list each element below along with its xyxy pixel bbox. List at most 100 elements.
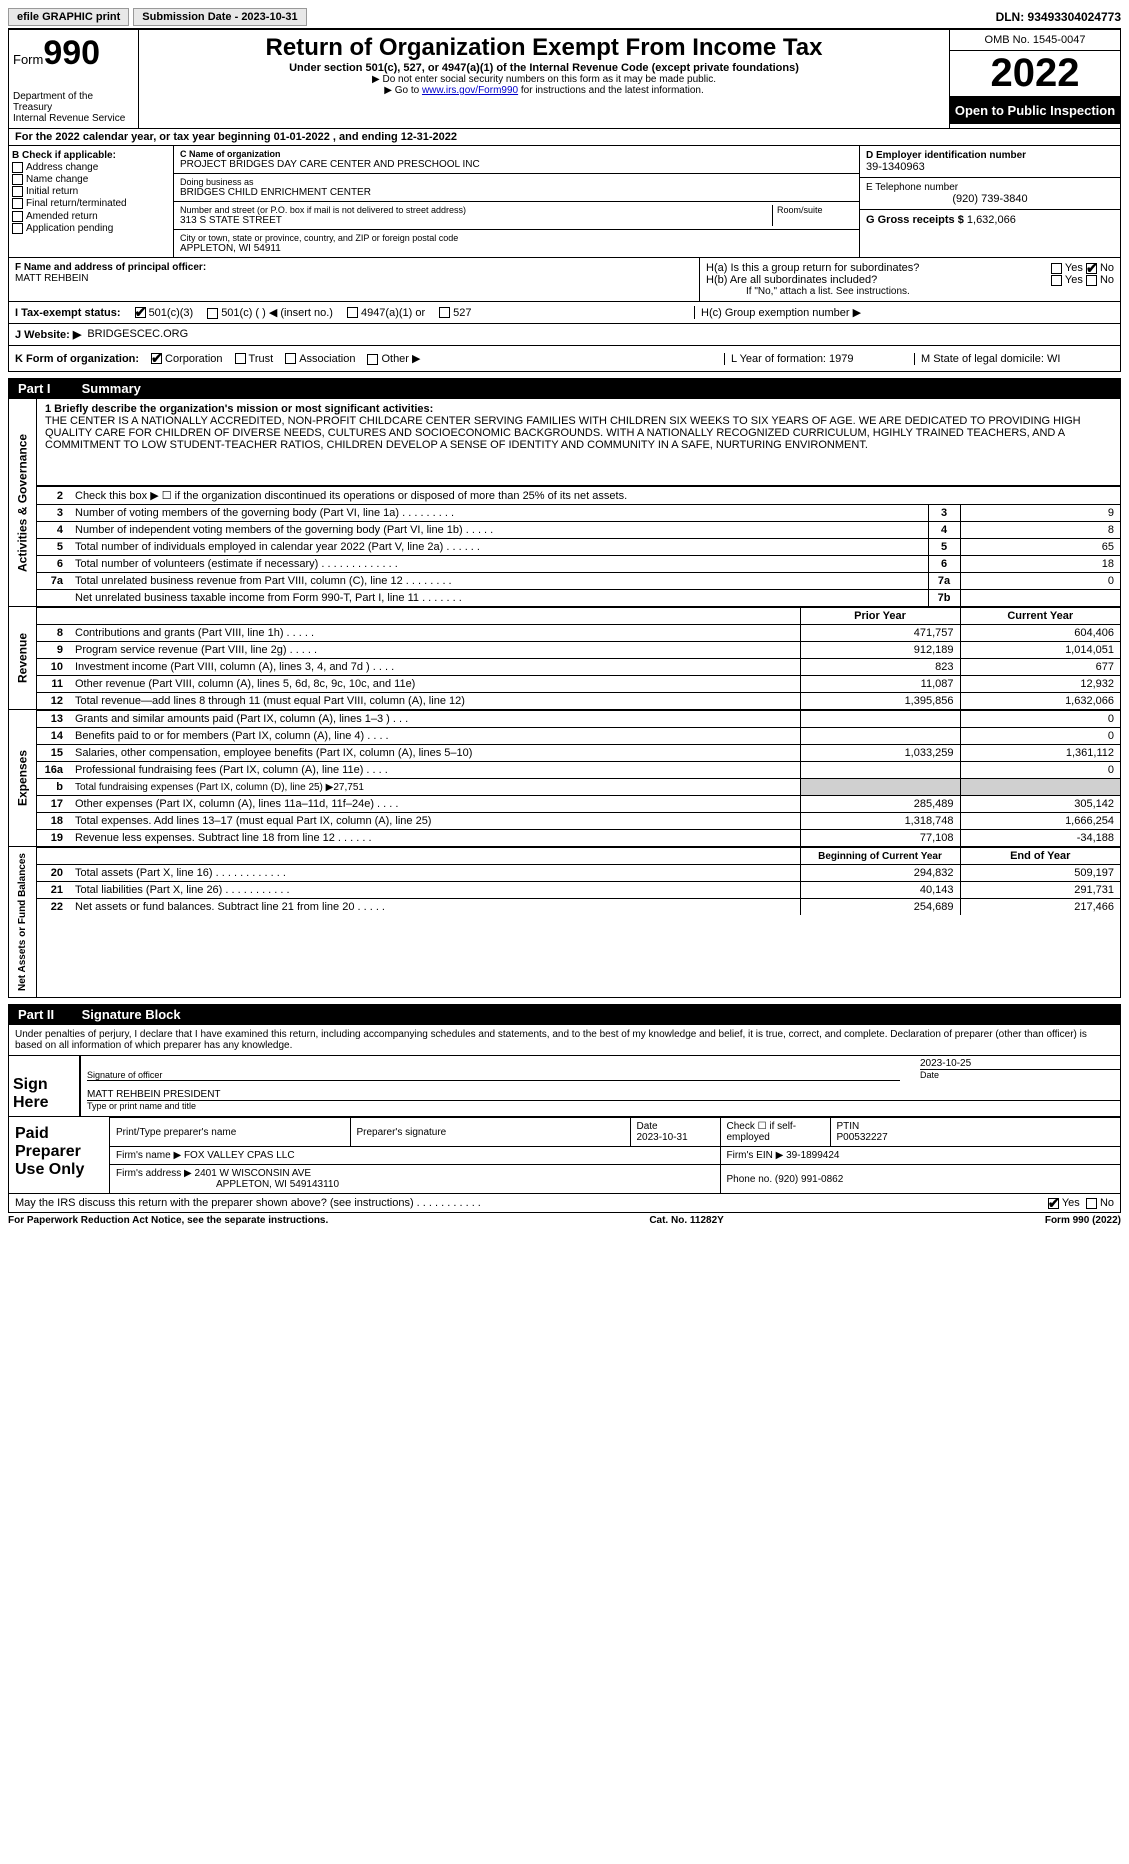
irs-link[interactable]: www.irs.gov/Form990 <box>422 85 518 96</box>
signature-declaration: Under penalties of perjury, I declare th… <box>8 1025 1121 1056</box>
val-6: 18 <box>960 556 1120 573</box>
cb-application-pending[interactable]: Application pending <box>12 223 170 234</box>
cat-number: Cat. No. 11282Y <box>649 1215 723 1226</box>
cb-trust[interactable]: Trust <box>235 353 274 365</box>
activities-governance-section: Activities & Governance 1 Briefly descri… <box>8 399 1121 607</box>
val-4: 8 <box>960 522 1120 539</box>
line-13: Grants and similar amounts paid (Part IX… <box>69 711 800 728</box>
preparer-use-only-label: Paid Preparer Use Only <box>9 1117 109 1193</box>
cb-4947[interactable]: 4947(a)(1) or <box>347 307 425 319</box>
side-label-net-assets: Net Assets or Fund Balances <box>9 847 37 997</box>
line-8: Contributions and grants (Part VIII, lin… <box>69 625 800 642</box>
hdr-prior-year: Prior Year <box>800 608 960 625</box>
cb-other[interactable]: Other ▶ <box>367 352 420 365</box>
form-subtitle: Under section 501(c), 527, or 4947(a)(1)… <box>143 62 945 74</box>
section-a-tax-year: For the 2022 calendar year, or tax year … <box>8 129 1121 146</box>
street-address: 313 S STATE STREET <box>180 215 768 226</box>
efile-button[interactable]: efile GRAPHIC print <box>8 8 129 26</box>
sig-date-label: Date <box>920 1069 1120 1080</box>
type-name-label: Type or print name and title <box>87 1100 1120 1111</box>
hdr-begin-year: Beginning of Current Year <box>800 848 960 865</box>
line-20: Total assets (Part X, line 16) . . . . .… <box>69 865 800 882</box>
line-22: Net assets or fund balances. Subtract li… <box>69 899 800 916</box>
dln-text: DLN: 93493304024773 <box>996 10 1121 24</box>
officer-name: MATT REHBEIN <box>15 273 693 284</box>
firm-phone: (920) 991-0862 <box>775 1174 843 1185</box>
l-year-formation: L Year of formation: 1979 <box>724 353 904 365</box>
room-suite-label: Room/suite <box>773 205 853 226</box>
note-ssn: ▶ Do not enter social security numbers o… <box>143 74 945 85</box>
section-b-label: B Check if applicable: <box>12 150 170 161</box>
hdr-current-year: Current Year <box>960 608 1120 625</box>
h-b-note: If "No," attach a list. See instructions… <box>706 286 1114 297</box>
d-ein-label: D Employer identification number <box>866 150 1114 161</box>
omb-number: OMB No. 1545-0047 <box>950 30 1120 51</box>
h-b-subordinates: H(b) Are all subordinates included? Yes … <box>706 274 1114 286</box>
cb-address-change[interactable]: Address change <box>12 162 170 173</box>
cb-amended-return[interactable]: Amended return <box>12 211 170 222</box>
cb-501c3[interactable]: 501(c)(3) <box>135 307 194 319</box>
side-label-governance: Activities & Governance <box>9 399 37 606</box>
prep-name-label: Print/Type preparer's name <box>110 1118 350 1147</box>
tax-year: 2022 <box>950 51 1120 97</box>
j-website-label: J Website: ▶ <box>15 328 81 341</box>
line-6: Total number of volunteers (estimate if … <box>69 556 928 573</box>
part-2-header: Part II Signature Block <box>8 1004 1121 1025</box>
officer-group-block: F Name and address of principal officer:… <box>8 258 1121 302</box>
line-14: Benefits paid to or for members (Part IX… <box>69 728 800 745</box>
gross-receipts-value: 1,632,066 <box>967 214 1016 226</box>
val-3: 9 <box>960 505 1120 522</box>
ein-value: 39-1340963 <box>866 161 1114 173</box>
m-state-domicile: M State of legal domicile: WI <box>914 353 1114 365</box>
line-5: Total number of individuals employed in … <box>69 539 928 556</box>
h-c-group-exemption: H(c) Group exemption number ▶ <box>694 306 1114 319</box>
form-header: Form990 Department of the Treasury Inter… <box>8 30 1121 129</box>
line-9: Program service revenue (Part VIII, line… <box>69 642 800 659</box>
line-19: Revenue less expenses. Subtract line 18 … <box>69 830 800 847</box>
sig-date-value: 2023-10-25 <box>920 1058 1120 1069</box>
line-7a: Total unrelated business revenue from Pa… <box>69 573 928 590</box>
val-7b <box>960 590 1120 607</box>
preparer-block: Paid Preparer Use Only Print/Type prepar… <box>8 1117 1121 1194</box>
may-irs-discuss: May the IRS discuss this return with the… <box>8 1194 1121 1213</box>
org-name: PROJECT BRIDGES DAY CARE CENTER AND PRES… <box>180 159 853 170</box>
h-a-group-return: H(a) Is this a group return for subordin… <box>706 262 1114 274</box>
line-21: Total liabilities (Part X, line 26) . . … <box>69 882 800 899</box>
line-4: Number of independent voting members of … <box>69 522 928 539</box>
part-1-header: Part I Summary <box>8 378 1121 399</box>
side-label-revenue: Revenue <box>9 607 37 709</box>
val-7a: 0 <box>960 573 1120 590</box>
cb-527[interactable]: 527 <box>439 307 471 319</box>
officer-name-title: MATT REHBEIN PRESIDENT <box>87 1089 1120 1100</box>
cb-initial-return[interactable]: Initial return <box>12 186 170 197</box>
form-page-ref: Form 990 (2022) <box>1045 1215 1121 1226</box>
line-2: Check this box ▶ ☐ if the organization d… <box>69 487 1120 505</box>
firm-name: FOX VALLEY CPAS LLC <box>184 1150 295 1161</box>
i-tax-exempt-label: I Tax-exempt status: <box>15 307 121 319</box>
cb-corporation[interactable]: Corporation <box>151 353 222 365</box>
dba-label: Doing business as <box>180 177 853 187</box>
street-label: Number and street (or P.O. box if mail i… <box>180 205 768 215</box>
line-10: Investment income (Part VIII, column (A)… <box>69 659 800 676</box>
e-phone-label: E Telephone number <box>866 182 1114 193</box>
cb-final-return[interactable]: Final return/terminated <box>12 198 170 209</box>
prep-self-employed: Check ☐ if self-employed <box>720 1118 830 1147</box>
k-form-org-label: K Form of organization: <box>15 353 139 365</box>
hdr-end-year: End of Year <box>960 848 1120 865</box>
line-18: Total expenses. Add lines 13–17 (must eq… <box>69 813 800 830</box>
net-assets-section: Net Assets or Fund Balances Beginning of… <box>8 847 1121 998</box>
cb-name-change[interactable]: Name change <box>12 174 170 185</box>
f-officer-label: F Name and address of principal officer: <box>15 262 693 273</box>
firm-address-2: APPLETON, WI 549143110 <box>216 1179 339 1190</box>
cb-501c[interactable]: 501(c) ( ) ◀ (insert no.) <box>207 306 333 319</box>
side-label-expenses: Expenses <box>9 710 37 846</box>
line-16b: Total fundraising expenses (Part IX, col… <box>69 779 800 796</box>
line-17: Other expenses (Part IX, column (A), lin… <box>69 796 800 813</box>
cb-association[interactable]: Association <box>285 353 355 365</box>
line-12: Total revenue—add lines 8 through 11 (mu… <box>69 693 800 710</box>
line-15: Salaries, other compensation, employee b… <box>69 745 800 762</box>
sign-here-label: Sign Here <box>9 1056 79 1116</box>
sig-officer-line: Signature of officer <box>87 1070 900 1081</box>
submission-date-button[interactable]: Submission Date - 2023-10-31 <box>133 8 306 26</box>
page-footer: For Paperwork Reduction Act Notice, see … <box>8 1215 1121 1226</box>
